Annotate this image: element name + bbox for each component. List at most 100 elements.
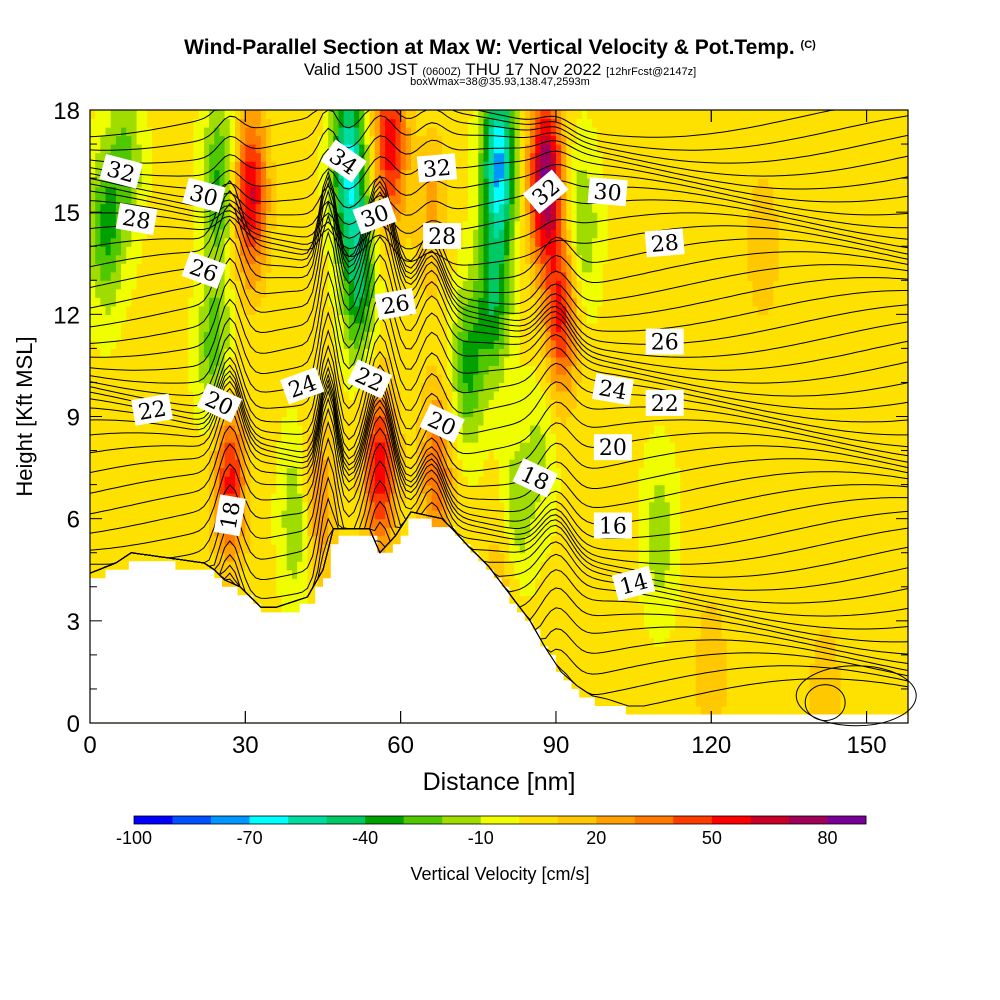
velocity-cell — [431, 195, 438, 205]
velocity-cell — [131, 288, 138, 298]
velocity-cell — [234, 331, 241, 341]
velocity-cell — [297, 569, 303, 579]
velocity-cell — [229, 459, 236, 469]
velocity-cell — [255, 518, 262, 528]
velocity-cell — [271, 203, 277, 213]
velocity-cell — [141, 552, 148, 562]
velocity-cell — [328, 118, 334, 128]
velocity-cell — [354, 425, 360, 435]
velocity-cell — [286, 467, 293, 477]
velocity-cell — [146, 450, 153, 460]
velocity-cell — [410, 152, 417, 162]
velocity-cell — [348, 178, 355, 188]
velocity-cell — [390, 322, 397, 332]
velocity-cell — [224, 433, 231, 443]
velocity-cell — [110, 212, 117, 222]
velocity-cell — [131, 348, 138, 358]
velocity-cell — [260, 195, 267, 205]
velocity-cell — [421, 271, 428, 281]
velocity-cell — [374, 348, 381, 358]
velocity-cell — [410, 382, 417, 392]
velocity-cell — [255, 569, 262, 579]
velocity-cell — [410, 203, 417, 213]
velocity-cell — [141, 476, 148, 486]
velocity-cell — [421, 135, 428, 145]
velocity-cell — [131, 544, 138, 554]
velocity-cell — [400, 493, 407, 503]
velocity-cell — [266, 339, 272, 349]
velocity-cell — [183, 212, 189, 222]
velocity-cell — [276, 442, 283, 452]
velocity-cell — [379, 425, 386, 435]
velocity-cell — [178, 501, 184, 511]
velocity-cell — [146, 288, 153, 298]
velocity-cell — [152, 271, 158, 281]
velocity-cell — [172, 459, 179, 469]
velocity-cell — [390, 339, 397, 349]
velocity-cell — [229, 186, 236, 196]
velocity-cell — [431, 144, 438, 154]
velocity-cell — [224, 135, 231, 145]
velocity-cell — [245, 322, 252, 332]
velocity-cell — [90, 407, 96, 418]
velocity-cell — [100, 254, 107, 264]
velocity-cell — [115, 433, 122, 443]
velocity-cell — [385, 544, 391, 554]
velocity-cell — [115, 467, 122, 477]
velocity-cell — [416, 254, 422, 264]
velocity-cell — [115, 348, 122, 358]
velocity-cell — [307, 518, 314, 528]
velocity-cell — [229, 373, 236, 384]
velocity-cell — [90, 237, 96, 247]
velocity-cell — [126, 288, 133, 298]
velocity-cell — [172, 467, 179, 477]
velocity-cell — [126, 527, 133, 537]
velocity-cell — [317, 442, 324, 452]
velocity-cell — [255, 331, 262, 341]
velocity-cell — [442, 493, 448, 503]
velocity-cell — [276, 467, 283, 477]
velocity-cell — [121, 476, 127, 486]
velocity-cell — [90, 518, 96, 528]
velocity-cell — [281, 493, 288, 503]
velocity-cell — [224, 110, 231, 120]
velocity-cell — [167, 322, 174, 332]
velocity-cell — [260, 476, 267, 486]
velocity-cell — [219, 569, 226, 579]
velocity-cell — [131, 280, 138, 290]
velocity-cell — [240, 254, 246, 264]
velocity-cell — [229, 161, 236, 171]
velocity-cell — [100, 288, 107, 298]
velocity-cell — [426, 322, 433, 332]
velocity-cell — [266, 135, 272, 145]
velocity-cell — [167, 416, 174, 426]
velocity-cell — [172, 518, 179, 528]
velocity-cell — [250, 152, 257, 162]
velocity-cell — [121, 484, 127, 494]
velocity-cell — [172, 484, 179, 494]
velocity-cell — [302, 510, 309, 520]
velocity-cell — [234, 178, 241, 188]
velocity-cell — [100, 331, 107, 341]
velocity-cell — [312, 161, 319, 171]
velocity-cell — [286, 459, 293, 469]
velocity-cell — [400, 178, 407, 188]
velocity-cell — [369, 425, 376, 435]
velocity-cell — [297, 297, 303, 307]
velocity-cell — [90, 373, 96, 384]
velocity-cell — [374, 195, 381, 205]
velocity-cell — [421, 110, 428, 120]
velocity-cell — [271, 365, 277, 375]
velocity-cell — [405, 331, 412, 341]
velocity-cell — [338, 135, 345, 145]
velocity-cell — [224, 322, 231, 332]
velocity-cell — [348, 203, 355, 213]
velocity-cell — [317, 518, 324, 528]
velocity-cell — [198, 493, 205, 503]
velocity-cell — [157, 169, 164, 179]
velocity-cell — [374, 169, 381, 179]
velocity-cell — [110, 407, 117, 418]
velocity-cell — [162, 186, 169, 196]
velocity-cell — [312, 501, 319, 511]
velocity-cell — [115, 527, 122, 537]
